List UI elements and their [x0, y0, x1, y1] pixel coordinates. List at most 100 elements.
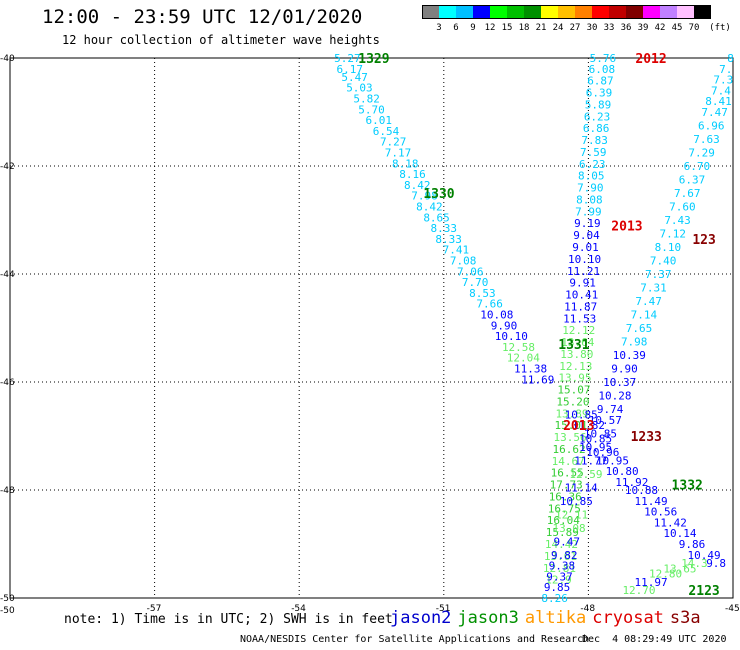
swh-value: 5.89: [585, 98, 612, 111]
swh-value: 16.55: [551, 467, 584, 480]
satellite-jason2: jason2: [390, 608, 452, 628]
satellite-cryosat: cryosat: [592, 608, 664, 628]
swh-value: 7.47: [701, 106, 728, 119]
swh-value: 10.80: [606, 465, 639, 478]
swh-value: 6.86: [583, 122, 610, 135]
swh-value: 8.42: [404, 179, 431, 192]
swh-value: 10.14: [663, 527, 696, 540]
legend-swatch: [609, 5, 626, 19]
swh-value: 9.04: [573, 229, 600, 242]
swh-value: 7.65: [626, 322, 653, 335]
swh-value: 9.47: [553, 535, 580, 548]
swh-value: 6.87: [587, 75, 614, 88]
swh-value: 11.77: [574, 454, 607, 467]
footer-timestamp: Dec 4 08:29:49 UTC 2020: [582, 634, 727, 645]
y-tick-label: -46: [0, 378, 15, 388]
swh-value: 12.13: [559, 360, 592, 373]
swh-value: 16.62: [553, 443, 586, 456]
y-tick-label: -50: [0, 594, 15, 604]
x-tick-label: -48: [580, 604, 595, 614]
swh-value: 8.33: [435, 233, 462, 246]
swh-value: 13.08: [553, 522, 586, 535]
swh-value: 13.56: [554, 431, 587, 444]
swh-value: 10.39: [613, 349, 646, 362]
swh-value: 7.40: [650, 255, 677, 268]
swh-value: 11.53: [563, 312, 596, 325]
swh-value: 12.04: [507, 352, 540, 365]
y-tick-label: -48: [0, 486, 15, 496]
swh-value: 6.96: [698, 120, 725, 133]
y-tick-label: -50: [0, 606, 15, 616]
pass-label: 2013: [611, 219, 642, 234]
swh-value: 8.16: [399, 168, 426, 181]
swh-value: 13.61: [544, 550, 577, 563]
pass-label: 1330: [423, 187, 454, 202]
swh-value: 5.47: [341, 71, 368, 84]
pass-label: 123: [692, 233, 715, 248]
pass-label: 1329: [358, 52, 389, 67]
swh-value: 6.39: [586, 87, 613, 100]
note-text: note: 1) Time is in UTC; 2) SWH is in fe…: [64, 612, 393, 627]
swh-value: 14.42: [545, 538, 578, 551]
swh-value: 5.27: [334, 52, 361, 65]
legend-swatch: [541, 5, 558, 19]
swh-value: 11.38: [514, 363, 547, 376]
swh-value: 7.37: [645, 268, 672, 281]
swh-value: 7.29: [688, 147, 715, 160]
swh-value: 10.96: [586, 446, 619, 459]
swh-value: 10.88: [625, 484, 658, 497]
swh-value: 7.: [719, 63, 732, 76]
satellite-altika: altika: [524, 608, 587, 628]
swh-value: 7.27: [380, 136, 407, 149]
swh-value: 6.08: [589, 63, 616, 76]
swh-value: 9.90: [611, 363, 638, 376]
pass-label: 2012: [635, 52, 666, 67]
swh-value: 10.10: [495, 330, 528, 343]
swh-value: 10.41: [565, 289, 598, 302]
legend-tick-label: 33: [603, 23, 615, 33]
legend-tick-label: 9: [470, 23, 476, 33]
swh-value: 7.43: [664, 214, 691, 227]
swh-value: 6.23: [579, 158, 606, 171]
x-tick-label: -51: [436, 604, 451, 614]
legend-tick-label: 18: [518, 23, 530, 33]
swh-value: 16.75: [548, 502, 581, 515]
swh-value: 15.20: [556, 395, 589, 408]
swh-value: 12.70: [622, 584, 655, 597]
swh-value: 8.41: [705, 95, 732, 108]
swh-value: 12.58: [502, 341, 535, 354]
legend-swatch: [643, 5, 660, 19]
swh-value: 10.37: [603, 376, 636, 389]
legend-swatch: [507, 5, 524, 19]
swh-value: 9.37: [546, 570, 573, 583]
swh-value: 6.70: [684, 160, 711, 173]
legend-tick-label: 6: [453, 23, 459, 33]
legend-tick-label: 24: [552, 23, 564, 33]
y-tick-label: -40: [0, 54, 15, 64]
swh-value: 8.26: [541, 592, 568, 605]
swh-value: 7.67: [674, 187, 701, 200]
swh-value: 11.97: [634, 576, 667, 589]
swh-value: 10.85: [584, 427, 617, 440]
swh-value: 10.10: [568, 253, 601, 266]
y-tick-label: -44: [0, 270, 15, 280]
swh-value: 12.12: [562, 324, 595, 337]
swh-value: 12.11: [555, 508, 588, 521]
swh-value: 10.28: [598, 390, 631, 403]
legend-swatch: [473, 5, 490, 19]
swh-value: 9.19: [574, 217, 601, 230]
swh-value: 10.85: [565, 408, 598, 421]
swh-value: 13.64: [561, 336, 594, 349]
swh-value: 7.66: [476, 298, 503, 311]
legend-swatch: [592, 5, 609, 19]
legend-swatch: [694, 5, 711, 19]
swh-value: 11.42: [654, 516, 687, 529]
pass-label: 1331: [558, 338, 589, 353]
swh-value: 7.12: [660, 228, 687, 241]
satellite-legend: jason2 jason3 altika cryosat s3a: [390, 608, 707, 628]
swh-value: 7.98: [411, 190, 438, 203]
chart-subtitle: 12 hour collection of altimeter wave hei…: [62, 33, 380, 47]
swh-value: 11.69: [521, 373, 554, 386]
swh-value: 7.47: [635, 295, 662, 308]
